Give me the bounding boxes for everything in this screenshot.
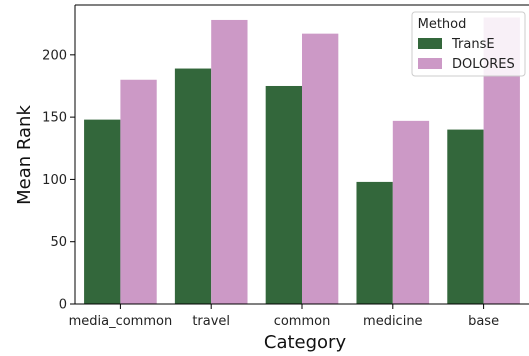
- bar-dolores-common: [302, 33, 339, 305]
- x-tick-label: media_common: [69, 314, 173, 329]
- bar-transe-common: [265, 85, 302, 304]
- y-tick-label: 50: [50, 235, 67, 250]
- bar-transe-medicine: [356, 181, 393, 304]
- y-tick-label: 0: [59, 298, 67, 313]
- bar-transe-media-common: [84, 119, 121, 305]
- x-tick-label: medicine: [363, 314, 423, 329]
- legend-title: Method: [418, 17, 467, 32]
- legend-swatch-transe: [418, 38, 442, 49]
- y-axis-label: Mean Rank: [14, 105, 35, 205]
- bar-dolores-travel: [211, 19, 248, 304]
- x-tick-label: travel: [192, 314, 230, 329]
- bars-group: [84, 17, 520, 305]
- y-axis-ticks: 0 50 100 150 200: [42, 48, 75, 313]
- y-tick-label: 100: [42, 173, 67, 188]
- x-axis-label: Category: [264, 332, 347, 353]
- x-axis-ticks: media_common travel common medicine base: [69, 304, 499, 329]
- bar-dolores-media-common: [120, 79, 157, 304]
- legend-label-dolores: DOLORES: [452, 57, 515, 72]
- bar-transe-base: [447, 129, 484, 304]
- x-tick-label: common: [274, 314, 331, 329]
- bar-dolores-medicine: [392, 120, 430, 304]
- legend-label-transe: TransE: [451, 37, 495, 52]
- x-tick-label: base: [468, 314, 499, 329]
- legend-swatch-dolores: [418, 58, 442, 69]
- y-tick-label: 150: [42, 111, 67, 126]
- legend: Method TransE DOLORES: [411, 11, 526, 77]
- bar-transe-travel: [174, 68, 212, 304]
- y-tick-label: 200: [42, 48, 67, 63]
